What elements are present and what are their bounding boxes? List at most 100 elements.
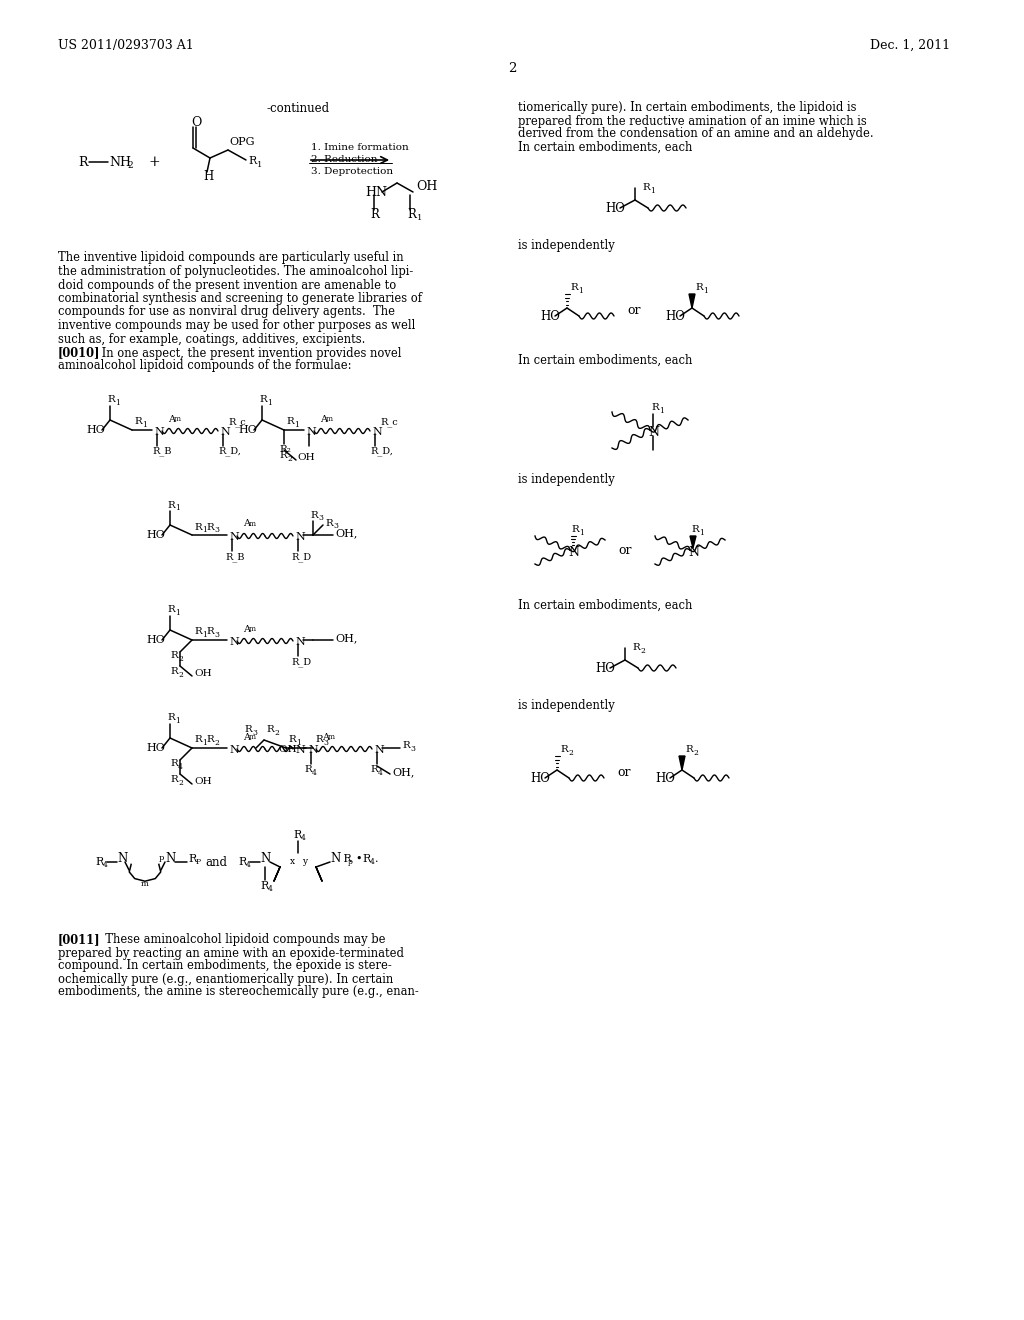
Text: R: R [170,776,178,784]
Text: 1: 1 [579,529,584,537]
Text: HO: HO [86,425,104,436]
Text: 4: 4 [370,858,375,866]
Text: 3: 3 [318,513,323,521]
Text: A: A [168,414,175,424]
Text: R: R [315,735,323,744]
Text: HN: HN [365,186,387,198]
Text: 1: 1 [202,525,207,535]
Text: N: N [372,426,382,437]
Text: or: or [618,544,632,557]
Text: R: R [194,735,202,744]
Text: R_D: R_D [291,552,311,562]
Text: 2: 2 [693,748,698,756]
Text: R: R [560,746,567,755]
Text: p: p [159,854,165,862]
Text: 1. Imine formation: 1. Imine formation [311,144,409,153]
Text: HO: HO [238,425,257,436]
Text: N: N [306,426,315,437]
Text: R: R [310,511,317,520]
Text: R: R [78,156,87,169]
Text: In one aspect, the present invention provides novel: In one aspect, the present invention pro… [98,346,401,359]
Text: 1: 1 [650,187,655,195]
Text: 2: 2 [127,161,133,170]
Text: tiomerically pure). In certain embodiments, the lipidoid is: tiomerically pure). In certain embodimen… [518,102,856,115]
Text: N: N [295,532,305,543]
Text: R: R [244,726,252,734]
Text: R: R [134,417,141,426]
Text: combinatorial synthesis and screening to generate libraries of: combinatorial synthesis and screening to… [58,292,422,305]
Text: 3: 3 [333,521,338,531]
Text: P: P [196,858,201,866]
Text: compound. In certain embodiments, the epoxide is stere-: compound. In certain embodiments, the ep… [58,960,392,973]
Text: 3: 3 [410,744,415,752]
Text: HO: HO [530,771,550,784]
Text: R: R [259,396,266,404]
Text: x: x [290,857,295,866]
Text: and: and [205,855,227,869]
Text: R_B: R_B [225,552,245,562]
Text: 1: 1 [294,421,299,429]
Text: O: O [191,116,202,128]
Text: m: m [249,624,256,634]
Text: 1: 1 [202,739,207,747]
Text: R: R [571,525,579,535]
Text: 2: 2 [287,455,292,463]
Text: A: A [322,733,329,742]
Text: Dec. 1, 2011: Dec. 1, 2011 [870,38,950,51]
Text: OH: OH [416,181,437,194]
Text: R: R [194,627,202,636]
Text: 1: 1 [703,286,708,294]
Text: m: m [328,733,335,741]
Text: 1: 1 [267,399,272,407]
Text: R: R [206,523,214,532]
Text: m: m [174,414,181,422]
Text: R₂: R₂ [279,446,291,454]
Text: R_c: R_c [228,417,246,426]
Text: R: R [266,726,273,734]
Text: OH: OH [266,746,297,755]
Text: y: y [302,857,307,866]
Text: A: A [243,624,250,634]
Text: R: R [188,854,197,865]
Text: R: R [170,652,178,660]
Text: 1: 1 [175,717,180,725]
Text: H: H [203,170,213,183]
Text: N: N [154,426,164,437]
Text: N: N [568,545,579,558]
Text: 2: 2 [508,62,516,74]
Text: inventive compounds may be used for other purposes as well: inventive compounds may be used for othe… [58,319,416,333]
Text: R: R [167,500,175,510]
Text: R: R [685,746,693,755]
Text: OH,: OH, [392,767,415,777]
Text: is independently: is independently [518,698,614,711]
Text: OH,: OH, [335,528,357,539]
Text: In certain embodiments, each: In certain embodiments, each [518,598,692,611]
Text: R: R [362,854,371,865]
Text: R: R [642,183,650,193]
Text: •: • [355,854,361,865]
Polygon shape [689,294,695,308]
Text: OH,: OH, [335,634,357,643]
Text: 1: 1 [175,504,180,512]
Text: N: N [374,744,384,755]
Text: R: R [206,735,214,744]
Text: HO: HO [146,635,165,645]
Text: R: R [279,451,287,461]
Text: 3: 3 [214,631,219,639]
Text: R: R [340,854,352,865]
Text: 2: 2 [274,729,279,737]
Text: ochemically pure (e.g., enantiomerically pure). In certain: ochemically pure (e.g., enantiomerically… [58,973,393,986]
Text: R: R [402,742,410,751]
Text: R: R [632,644,640,652]
Text: R: R [194,523,202,532]
Text: p: p [348,858,353,866]
Text: 1: 1 [699,529,703,537]
Text: 4: 4 [246,861,251,869]
Text: N: N [229,532,239,543]
Text: m: m [326,414,333,422]
Text: doid compounds of the present invention are amenable to: doid compounds of the present invention … [58,279,396,292]
Text: or: or [627,305,640,318]
Text: R: R [407,209,416,222]
Text: R: R [106,396,115,404]
Text: 2: 2 [640,647,645,655]
